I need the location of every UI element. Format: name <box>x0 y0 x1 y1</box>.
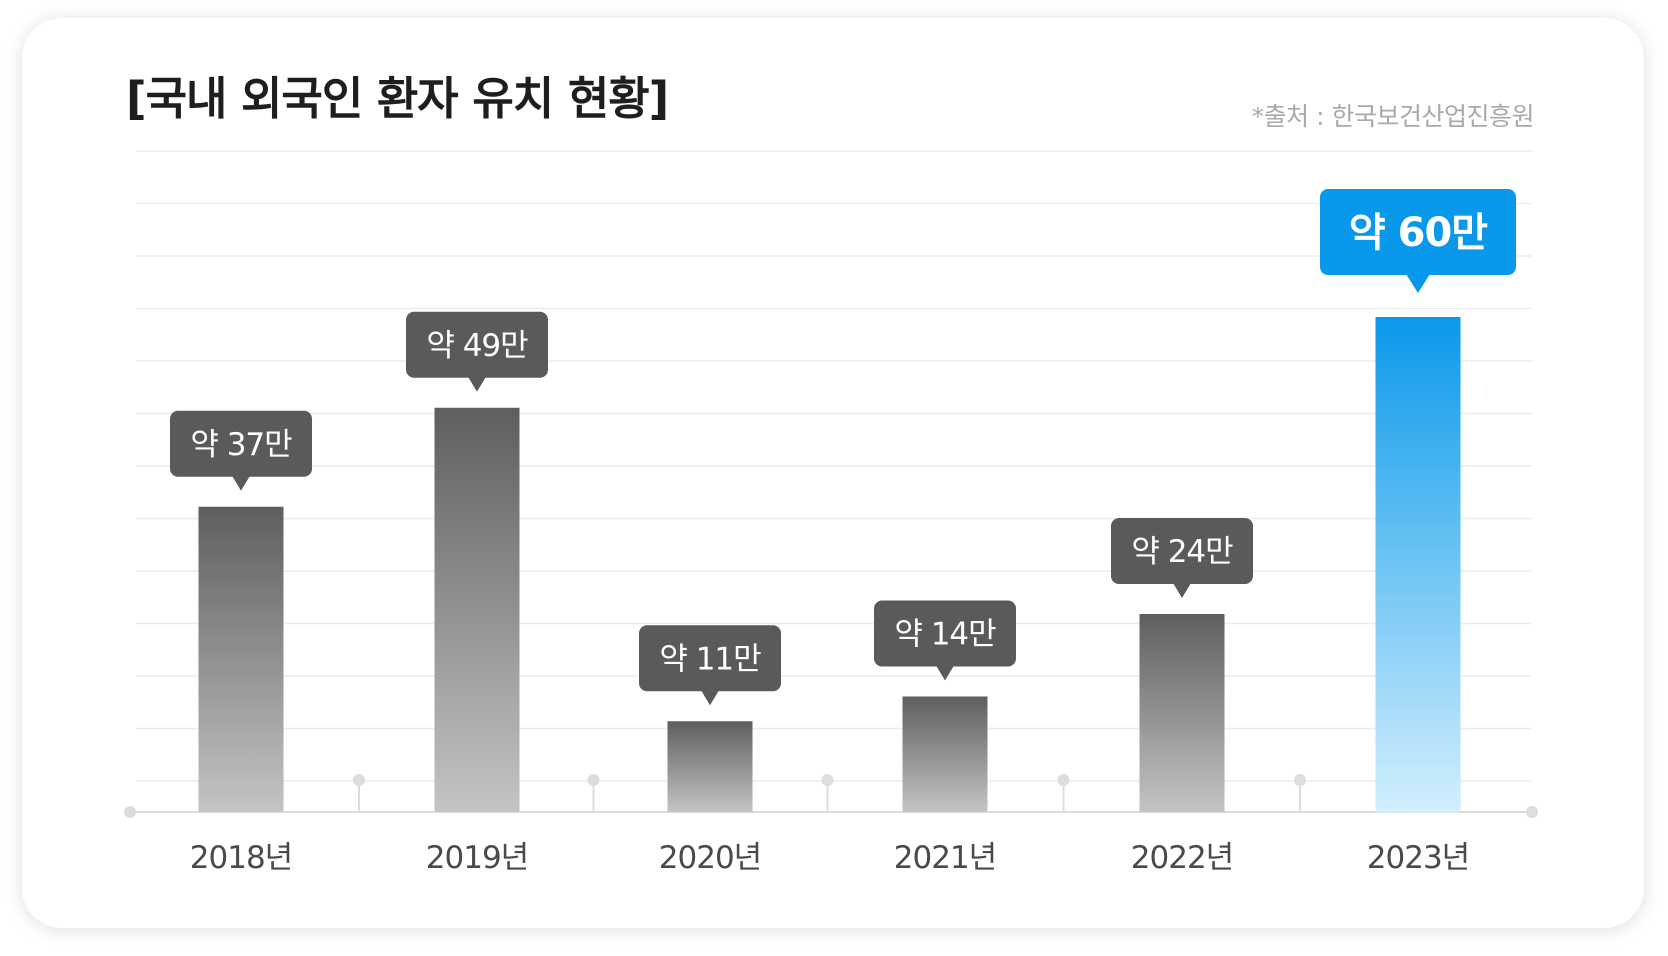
data-label-pointer <box>232 475 250 491</box>
bar-2021년 <box>902 696 988 812</box>
x-tick-label: 2019년 <box>426 840 528 876</box>
x-tick-labels: 2018년 2019년 2020년 2021년 2022년 2023년 <box>190 840 1470 876</box>
x-axis <box>124 774 1538 818</box>
data-label-box <box>1320 189 1516 275</box>
axis-divider-dot <box>1057 774 1070 786</box>
data-label-pointer <box>1406 274 1430 293</box>
data-label-text: 약 60만 <box>1349 210 1488 256</box>
data-label: 약 37만 <box>170 410 312 491</box>
bar-2020년 <box>667 721 753 812</box>
x-tick-label: 2020년 <box>659 840 761 876</box>
bar-2019년 <box>434 407 520 812</box>
axis-divider-dot <box>353 774 365 786</box>
data-label-box <box>1111 518 1253 584</box>
data-label-box <box>170 410 312 477</box>
data-label-pointer <box>936 665 954 681</box>
data-label-pointer <box>1173 583 1191 598</box>
axis-end-dot <box>1526 806 1538 818</box>
chart-title: [국내 외국인 환자 유치 현황] <box>126 72 669 125</box>
axis-end-dot <box>124 806 136 818</box>
data-label: 약 49만 <box>406 311 548 392</box>
x-tick-label: 2023년 <box>1367 840 1469 876</box>
data-label: 약 14만 <box>874 600 1016 681</box>
axis-divider-dot <box>587 774 600 786</box>
x-tick-label: 2021년 <box>894 840 996 876</box>
x-tick-label: 2022년 <box>1131 840 1233 876</box>
data-label: 약 24만 <box>1111 518 1253 598</box>
source-note: *출처 : 한국보건산업진흥원 <box>1251 102 1535 131</box>
axis-divider-dot <box>1294 774 1306 786</box>
bar-2018년 <box>198 506 284 812</box>
bars <box>198 317 1461 812</box>
data-label: 약 60만 <box>1320 189 1516 293</box>
data-label-text: 약 11만 <box>659 641 761 677</box>
data-label-pointer <box>701 690 719 706</box>
bar-2022년 <box>1139 614 1225 812</box>
data-label: 약 11만 <box>639 625 781 706</box>
data-label-text: 약 14만 <box>894 617 996 653</box>
x-tick-label: 2018년 <box>190 840 292 876</box>
data-label-text: 약 24만 <box>1131 534 1233 570</box>
data-label-box <box>406 311 548 378</box>
data-label-text: 약 37만 <box>190 427 292 463</box>
data-label-text: 약 49만 <box>426 328 528 364</box>
data-label-box <box>874 600 1016 667</box>
data-label-pointer <box>468 376 486 392</box>
data-label-box <box>639 625 781 692</box>
bar-2023년 <box>1375 317 1461 812</box>
axis-divider-dot <box>821 774 834 786</box>
